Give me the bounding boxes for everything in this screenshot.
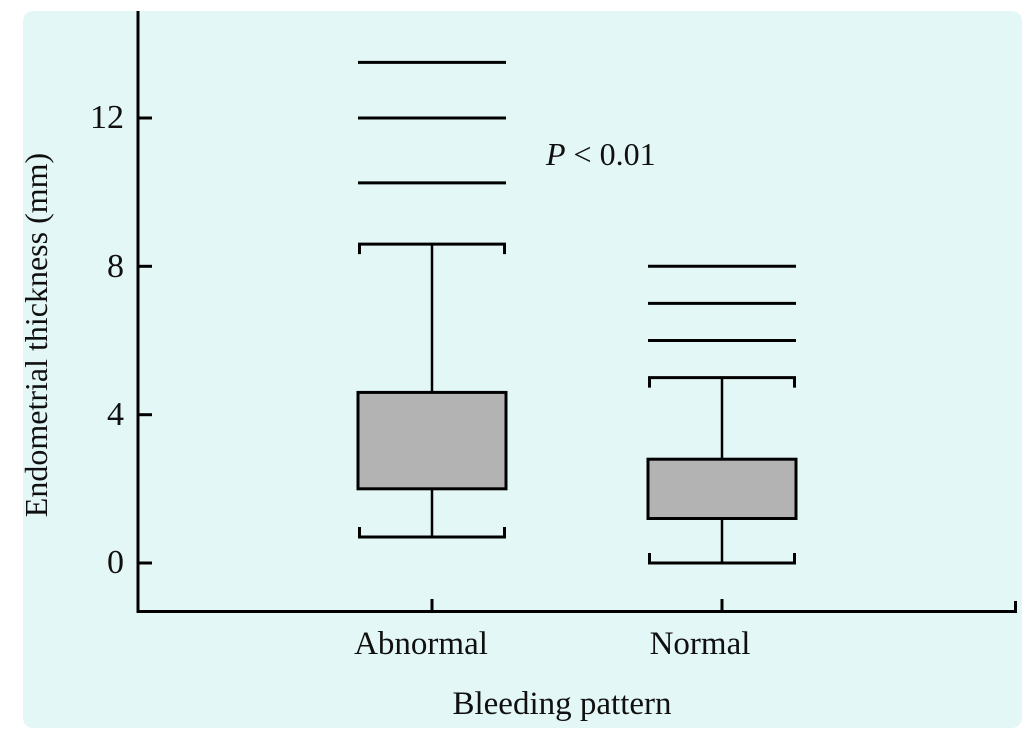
y-tick-label-12: 12 <box>90 99 124 136</box>
y-axis-title: Endometrial thickness (mm) <box>18 152 54 518</box>
y-tick-label-4: 4 <box>107 396 124 433</box>
box-normal <box>646 457 798 521</box>
x-tick-label-abnormal: Abnormal <box>354 626 488 662</box>
y-tick-label-0: 0 <box>107 544 124 581</box>
box-abnormal <box>356 390 508 491</box>
p-symbol: P <box>546 136 566 172</box>
plot-background-panel <box>23 11 1022 728</box>
p-comparison-text: < 0.01 <box>565 136 656 172</box>
x-tick-label-normal: Normal <box>649 626 751 662</box>
x-axis-title: Bleeding pattern <box>452 686 672 722</box>
y-tick-label-8: 8 <box>107 248 124 285</box>
p-value-annotation: P < 0.01 <box>546 134 656 174</box>
